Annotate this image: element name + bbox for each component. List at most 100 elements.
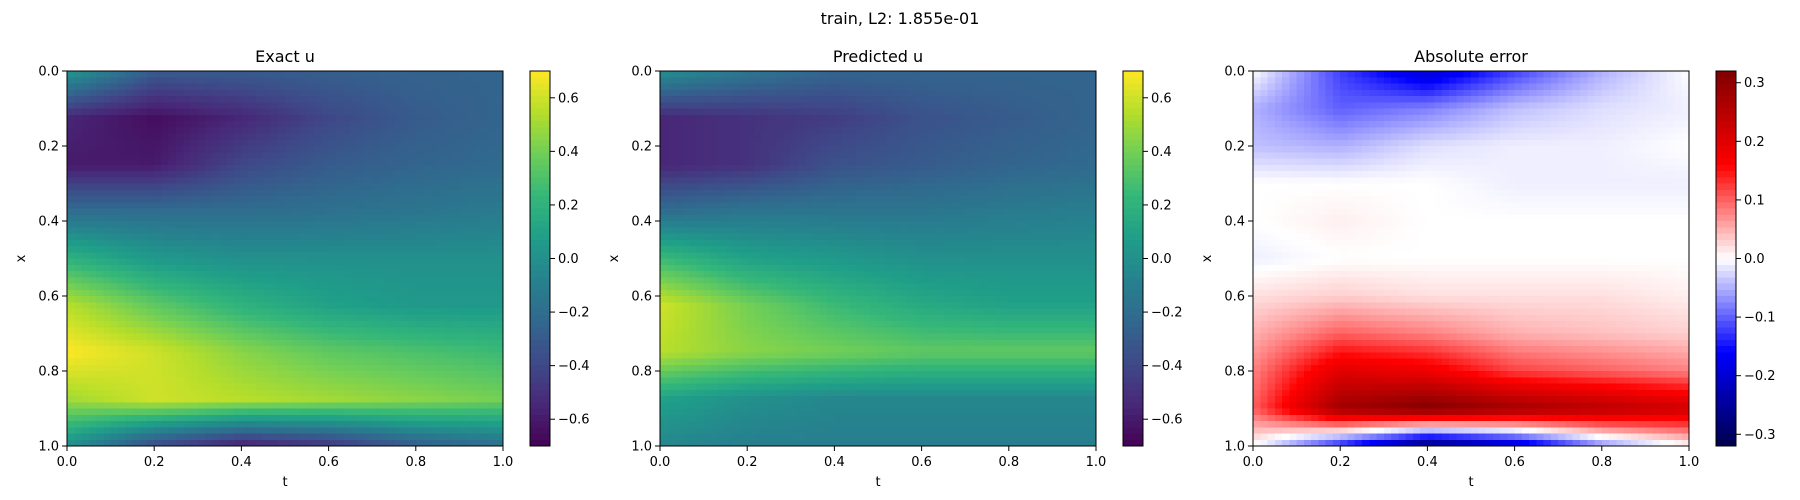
heatmap-cell	[146, 371, 155, 378]
heatmap-cell	[255, 383, 264, 391]
heatmap-cell	[401, 383, 410, 391]
heatmap-cell	[205, 177, 213, 185]
heatmap-cell	[88, 314, 97, 322]
heatmap-cell	[495, 214, 504, 222]
heatmap-cell	[117, 146, 126, 153]
heatmap-cell	[270, 77, 279, 85]
heatmap-cell	[834, 189, 843, 197]
heatmap-cell	[827, 71, 835, 78]
heatmap-cell	[1081, 158, 1090, 166]
heatmap-cell	[466, 389, 475, 397]
heatmap-cell	[205, 158, 213, 166]
heatmap-cell	[834, 177, 843, 185]
heatmap-cell	[495, 114, 504, 122]
heatmap-cell	[415, 352, 424, 360]
heatmap-cell	[379, 171, 388, 178]
heatmap-cell	[299, 252, 308, 260]
heatmap-cell	[819, 164, 828, 172]
heatmap-cell	[350, 408, 359, 416]
heatmap-cell	[343, 102, 351, 110]
heatmap-cell	[154, 396, 163, 403]
heatmap-cell	[226, 152, 235, 160]
heatmap-cell	[314, 264, 322, 272]
heatmap-cell	[335, 308, 344, 316]
heatmap-cell	[957, 164, 966, 172]
heatmap-cell	[241, 114, 250, 122]
heatmap-cell	[132, 239, 141, 247]
heatmap-cell	[183, 139, 192, 147]
heatmap-cell	[372, 371, 381, 378]
heatmap-cell	[430, 321, 439, 328]
heatmap-cell	[306, 83, 315, 91]
heatmap-cell	[473, 271, 482, 278]
heatmap-cell	[219, 258, 228, 266]
heatmap-cell	[415, 102, 424, 110]
heatmap-cell	[732, 77, 741, 85]
heatmap-cell	[473, 246, 482, 253]
heatmap-cell	[343, 177, 351, 185]
heatmap-cell	[928, 96, 937, 103]
heatmap-cell	[739, 139, 748, 147]
heatmap-cell	[921, 152, 930, 160]
heatmap-cell	[154, 89, 163, 97]
heatmap-cell	[473, 339, 482, 347]
heatmap-cell	[357, 289, 366, 297]
heatmap-cell	[783, 152, 792, 160]
heatmap-cell	[161, 77, 170, 85]
heatmap-cell	[270, 283, 279, 291]
heatmap-cell	[364, 164, 373, 172]
heatmap-cell	[299, 408, 308, 416]
heatmap-cell	[754, 89, 763, 97]
heatmap-cell	[314, 139, 322, 147]
heatmap-cell	[379, 127, 388, 135]
heatmap-cell	[1045, 171, 1053, 178]
heatmap-cell	[408, 371, 417, 378]
heatmap-cell	[401, 321, 410, 328]
heatmap-cell	[270, 427, 279, 435]
heatmap-cell	[357, 433, 366, 441]
heatmap-cell	[899, 171, 908, 178]
heatmap-cell	[146, 314, 155, 322]
heatmap-cell	[146, 302, 155, 310]
heatmap-cell	[255, 233, 264, 241]
heatmap-cell	[495, 183, 504, 191]
heatmap-cell	[314, 133, 322, 141]
heatmap-cell	[110, 314, 119, 322]
heatmap-cell	[921, 133, 930, 141]
heatmap-cell	[437, 314, 446, 322]
heatmap-cell	[67, 214, 75, 222]
heatmap-cell	[372, 364, 381, 372]
heatmap-cell	[176, 383, 184, 391]
heatmap-cell	[936, 158, 944, 166]
heatmap-cell	[241, 227, 250, 235]
heatmap-cell	[357, 421, 366, 428]
heatmap-cell	[819, 89, 828, 97]
heatmap-cell	[725, 202, 734, 210]
heatmap-cell	[357, 377, 366, 385]
heatmap-cell	[401, 352, 410, 360]
heatmap-cell	[703, 71, 712, 78]
heatmap-cell	[74, 114, 83, 122]
heatmap-cell	[197, 271, 206, 278]
heatmap-cell	[168, 427, 177, 435]
heatmap-cell	[270, 371, 279, 378]
heatmap-cell	[423, 414, 431, 422]
heatmap-cell	[132, 371, 141, 378]
heatmap-cell	[459, 289, 468, 297]
heatmap-cell	[921, 127, 930, 135]
heatmap-cell	[379, 302, 388, 310]
heatmap-cell	[660, 71, 668, 78]
heatmap-cell	[987, 171, 995, 178]
heatmap-cell	[343, 158, 351, 166]
heatmap-cell	[660, 133, 668, 141]
heatmap-cell	[96, 302, 104, 310]
heatmap-cell	[488, 421, 497, 428]
heatmap-cell	[928, 158, 937, 166]
heatmap-cell	[212, 258, 221, 266]
heatmap-cell	[88, 246, 97, 253]
heatmap-cell	[856, 139, 865, 147]
heatmap-cell	[205, 383, 213, 391]
heatmap-cell	[314, 171, 322, 178]
heatmap-cell	[263, 202, 272, 210]
heatmap-cell	[226, 158, 235, 166]
